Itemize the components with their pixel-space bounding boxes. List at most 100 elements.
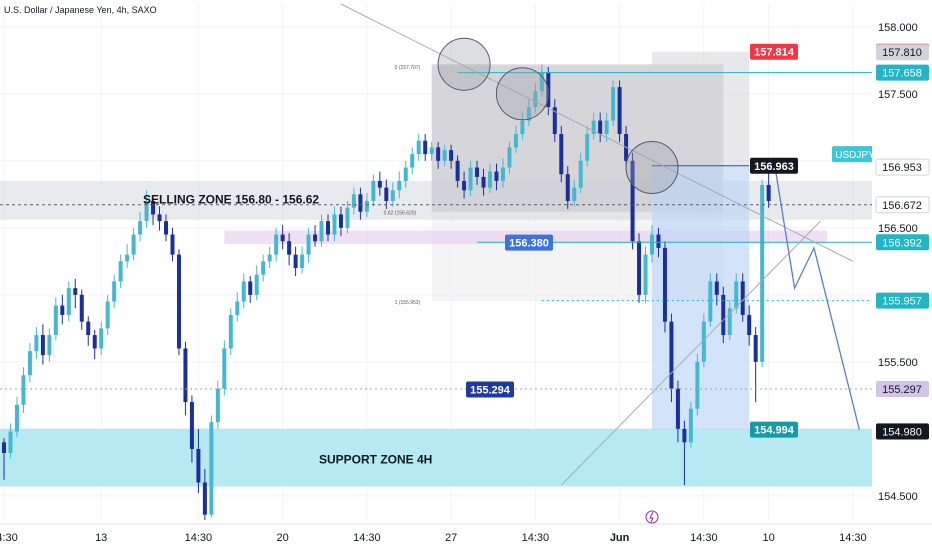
candle-body[interactable] [721, 294, 726, 336]
candle-body[interactable] [656, 234, 661, 248]
candle-body[interactable] [34, 335, 39, 352]
candle-body[interactable] [248, 281, 253, 295]
candle-body[interactable] [293, 254, 298, 269]
candle-body[interactable] [591, 120, 596, 135]
candle-body[interactable] [332, 214, 337, 235]
candle-body[interactable] [552, 107, 557, 135]
candle-body[interactable] [682, 428, 687, 443]
candle-body[interactable] [287, 241, 292, 255]
candle-body[interactable] [526, 107, 531, 121]
candle-body[interactable] [118, 261, 123, 282]
candle-body[interactable] [500, 167, 505, 181]
candle-body[interactable] [196, 448, 201, 483]
candle-body[interactable] [274, 234, 279, 255]
candle-body[interactable] [578, 160, 583, 188]
candle-body[interactable] [326, 221, 330, 235]
candle-body[interactable] [215, 388, 220, 423]
candle-body[interactable] [27, 351, 32, 376]
candle-body[interactable] [643, 254, 648, 295]
candle-body[interactable] [513, 134, 518, 148]
candle-body[interactable] [747, 314, 752, 336]
candle-body[interactable] [21, 375, 26, 405]
candle-body[interactable] [598, 120, 603, 135]
candle-body[interactable] [701, 321, 706, 362]
candle-body[interactable] [338, 214, 343, 228]
candle-body[interactable] [280, 234, 285, 242]
candle-body[interactable] [708, 281, 713, 322]
candle-body[interactable] [228, 314, 233, 349]
candle-body[interactable] [565, 174, 570, 202]
candle-body[interactable] [617, 87, 622, 135]
candle-body[interactable] [539, 72, 544, 92]
candle-body[interactable] [416, 140, 421, 155]
candle-body[interactable] [688, 408, 693, 443]
candle-body[interactable] [351, 194, 356, 208]
candle-body[interactable] [40, 335, 45, 356]
candle-body[interactable] [740, 281, 745, 315]
candle-body[interactable] [429, 147, 434, 155]
candles[interactable] [2, 64, 771, 520]
candle-body[interactable] [176, 254, 181, 349]
candle-body[interactable] [222, 348, 227, 389]
candle-body[interactable] [403, 167, 408, 181]
candle-body[interactable] [99, 328, 104, 349]
candle-body[interactable] [53, 305, 58, 336]
candle-body[interactable] [455, 160, 460, 181]
candle-body[interactable] [436, 147, 441, 161]
candle-body[interactable] [254, 274, 259, 295]
candle-body[interactable] [131, 234, 136, 255]
candle-body[interactable] [164, 221, 168, 235]
candle-body[interactable] [760, 184, 765, 362]
candle-body[interactable] [112, 281, 117, 302]
candle-body[interactable] [235, 301, 240, 315]
candle-body[interactable] [753, 335, 758, 362]
candle-body[interactable] [766, 184, 771, 202]
candle-body[interactable] [261, 261, 266, 275]
candle-body[interactable] [384, 187, 389, 202]
candle-body[interactable] [371, 180, 376, 202]
candle-body[interactable] [319, 221, 324, 242]
candle-body[interactable] [377, 180, 382, 188]
candle-body[interactable] [151, 201, 156, 215]
candle-body[interactable] [189, 402, 194, 449]
candle-body[interactable] [157, 214, 162, 222]
candle-body[interactable] [306, 234, 311, 255]
candle-body[interactable] [572, 187, 577, 202]
candle-body[interactable] [630, 160, 635, 242]
candle-body[interactable] [267, 254, 272, 262]
candle-body[interactable] [60, 305, 65, 315]
candle-body[interactable] [66, 288, 71, 315]
candle-body[interactable] [488, 171, 492, 188]
candle-body[interactable] [86, 321, 91, 336]
candle-body[interactable] [481, 176, 486, 188]
candle-body[interactable] [468, 167, 473, 191]
candle-body[interactable] [209, 422, 214, 515]
candle-body[interactable] [442, 150, 447, 161]
candle-body[interactable] [241, 281, 246, 302]
candle-body[interactable] [300, 254, 305, 269]
price-axis[interactable]: 158.000 157.500 156.500 155.500 154.500 157.8… [872, 0, 932, 550]
candle-body[interactable] [2, 442, 6, 453]
candle-body[interactable] [559, 134, 564, 175]
candle-body[interactable] [449, 150, 454, 161]
candle-body[interactable] [604, 120, 609, 135]
candle-body[interactable] [507, 147, 512, 168]
candle-body[interactable] [462, 180, 467, 191]
candle-body[interactable] [727, 308, 732, 336]
candle-body[interactable] [202, 482, 207, 515]
candle-body[interactable] [662, 247, 667, 322]
candle-body[interactable] [170, 234, 175, 255]
candle-body[interactable] [14, 404, 19, 432]
candle-body[interactable] [533, 91, 538, 108]
candle-body[interactable] [125, 254, 130, 262]
candle-body[interactable] [105, 301, 110, 329]
candle-body[interactable] [138, 221, 143, 235]
candle-body[interactable] [390, 190, 395, 202]
candle-body[interactable] [358, 194, 363, 212]
candle-body[interactable] [520, 120, 525, 135]
candle-body[interactable] [475, 167, 480, 177]
candle-body[interactable] [183, 348, 188, 403]
candle-body[interactable] [637, 241, 642, 295]
candle-body[interactable] [650, 234, 654, 255]
